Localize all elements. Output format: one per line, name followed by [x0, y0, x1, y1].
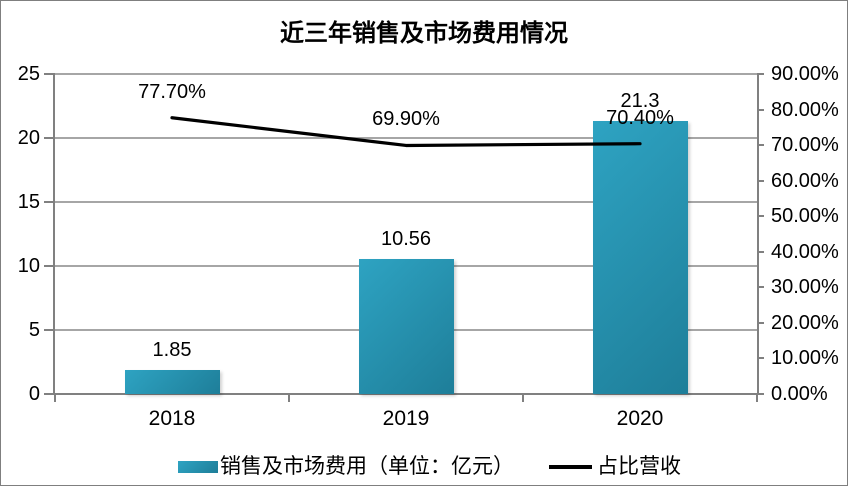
- left-axis-tick: [44, 73, 55, 75]
- right-axis-tick-label: 60.00%: [771, 169, 839, 192]
- x-axis-line: [53, 393, 759, 395]
- line-series: [170, 116, 642, 148]
- legend-bar-swatch-icon: [178, 461, 218, 473]
- left-axis-tick-label: 10: [17, 255, 40, 277]
- right-axis-tick: [757, 286, 764, 289]
- line-data-label: 70.40%: [606, 106, 674, 129]
- left-axis-line: [53, 74, 55, 395]
- right-axis-tick-label: 50.00%: [771, 205, 839, 228]
- right-axis-tick-label: 90.00%: [771, 63, 839, 85]
- gridline: [55, 73, 757, 75]
- right-axis-tick: [757, 357, 764, 360]
- bar-2019: [358, 258, 454, 394]
- line-path: [170, 116, 642, 148]
- right-axis-tick-label: 10.00%: [771, 347, 839, 370]
- left-axis-tick: [44, 329, 55, 331]
- right-axis-tick: [757, 179, 764, 182]
- gridline: [55, 137, 757, 139]
- legend: 销售及市场费用（单位：亿元） 占比营收: [0, 450, 848, 484]
- bar-2020: [592, 121, 688, 394]
- line-data-label: 77.70%: [138, 80, 206, 103]
- right-axis-tick: [757, 393, 764, 395]
- right-axis-line: [756, 74, 759, 395]
- right-axis-tick: [757, 108, 764, 111]
- right-axis-tick: [757, 215, 764, 218]
- chart-border-frame: [0, 0, 848, 486]
- left-axis-tick: [44, 393, 55, 395]
- legend-line-label: 占比营收: [597, 454, 681, 478]
- bar-2018: [124, 370, 220, 394]
- left-axis-tick-label: 20: [17, 127, 40, 149]
- bar-data-label: 1.85: [152, 339, 192, 362]
- bar-data-label: 10.56: [380, 227, 432, 250]
- right-axis-tick: [757, 250, 764, 253]
- left-axis-tick-label: 5: [28, 319, 40, 341]
- left-axis-tick: [44, 201, 55, 203]
- x-axis-category-label: 2019: [382, 407, 430, 430]
- left-axis-tick-label: 25: [17, 63, 40, 85]
- x-axis-tick: [54, 394, 56, 402]
- left-axis-tick: [44, 265, 55, 267]
- right-axis-tick: [757, 144, 764, 147]
- left-axis-tick: [44, 137, 55, 139]
- x-axis-tick: [288, 394, 290, 402]
- right-axis-tick-label: 70.00%: [771, 134, 839, 157]
- line-data-label: 69.90%: [372, 108, 440, 131]
- gridline: [55, 201, 757, 203]
- right-axis-tick: [757, 73, 764, 75]
- left-axis-tick-label: 15: [17, 191, 40, 213]
- x-axis-tick: [522, 394, 524, 402]
- right-axis-tick-label: 40.00%: [771, 240, 839, 263]
- right-axis-tick-label: 0.00%: [771, 383, 828, 405]
- legend-bar-label: 销售及市场费用（单位：亿元）: [220, 454, 514, 478]
- x-axis-category-label: 2018: [148, 407, 196, 430]
- right-axis-tick-label: 30.00%: [771, 276, 839, 299]
- x-axis-category-label: 2020: [616, 407, 664, 430]
- right-axis-tick-label: 20.00%: [771, 311, 839, 334]
- right-axis-tick-label: 80.00%: [771, 98, 839, 121]
- bar-data-label: 21.3: [620, 90, 660, 113]
- x-axis-tick: [756, 394, 758, 402]
- right-axis-tick: [757, 321, 764, 324]
- legend-line-swatch-icon: [549, 465, 592, 469]
- left-axis-tick-label: 0: [28, 383, 40, 405]
- chart-title: 近三年销售及市场费用情况: [280, 21, 568, 47]
